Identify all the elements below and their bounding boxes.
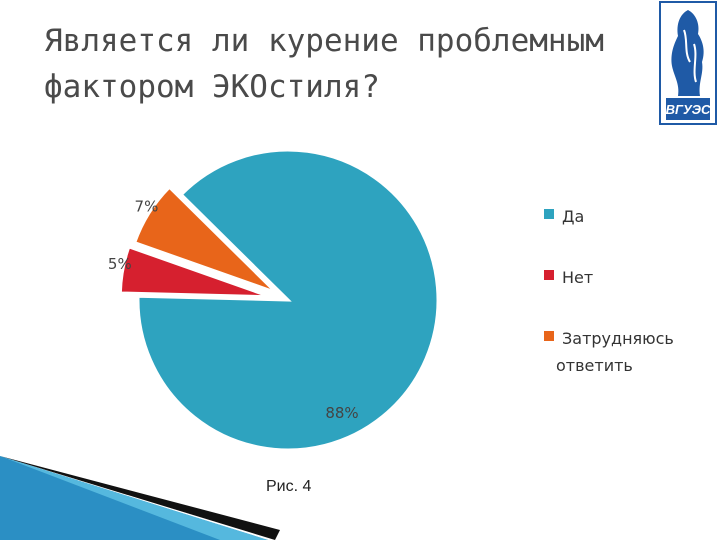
logo-text: ВГУЭС [666,102,711,117]
data-label-3: 7% [135,197,159,215]
legend-swatch-2 [544,270,554,280]
data-label-1: 88% [325,404,358,422]
legend-label-1: Да [562,207,584,226]
slide-title: Является ли курение проблемным фактором … [44,23,604,105]
legend-label-3: ответить [556,356,633,375]
legend-label-3: Затрудняюсь [562,329,674,348]
legend-label-2: Нет [562,268,593,287]
pie-slice-2 [118,244,271,299]
legend-swatch-1 [544,209,554,219]
university-logo: ВГУЭС [659,1,717,125]
pie-slice-1 [136,148,440,452]
data-label-2: 5% [108,255,132,273]
figure-caption: Рис. 4 [266,478,312,495]
pie-slice-3 [132,185,278,294]
legend-swatch-3 [544,331,554,341]
